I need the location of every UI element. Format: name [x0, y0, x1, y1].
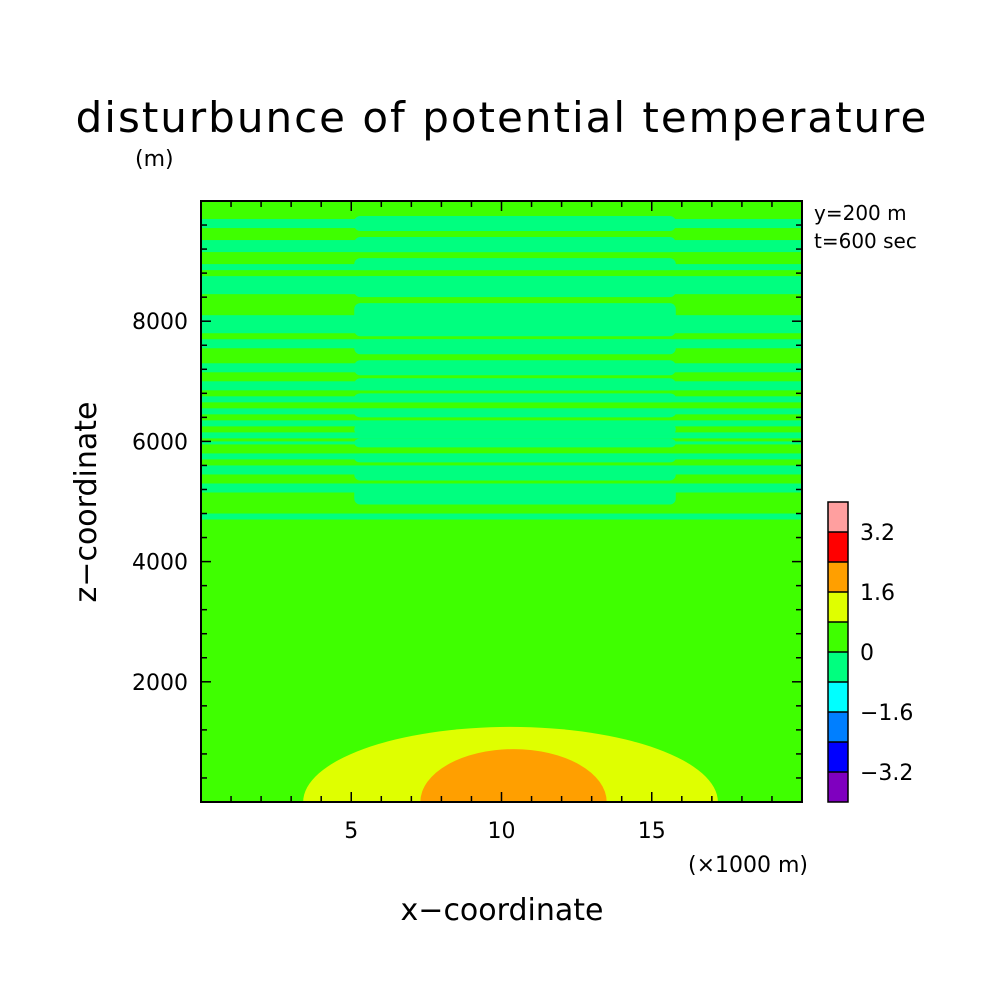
colorbar-swatch-5	[828, 622, 848, 652]
x-axis-unit: (×1000 m)	[688, 853, 808, 878]
negative-band-outer-0	[201, 513, 802, 520]
negative-band-inner-13	[354, 237, 676, 253]
colorbar-label: −1.6	[860, 701, 913, 726]
y-tick-label: 2000	[132, 671, 188, 696]
y-tick-label: 6000	[132, 430, 188, 455]
annotation-group: y=200 m t=600 sec	[814, 201, 917, 253]
contour-region-1	[420, 749, 607, 802]
chart-subtitle: (m)	[135, 147, 174, 172]
annotation-y: y=200 m	[814, 201, 907, 225]
negative-band-inner-14	[354, 216, 676, 232]
negative-band-outer-5	[201, 432, 802, 439]
colorbar-label: 1.6	[860, 581, 895, 606]
colorbar-swatch-1	[828, 742, 848, 772]
colorbar-swatch-9	[828, 502, 848, 532]
y-tick-label: 8000	[132, 310, 188, 335]
negative-band-inner-11	[354, 276, 676, 298]
axis-ticks	[201, 201, 802, 802]
negative-band-inner-7	[354, 378, 676, 391]
colorbar-swatch-7	[828, 562, 848, 592]
negative-band-inner-4	[354, 423, 676, 436]
colorbar-label: −3.2	[860, 761, 913, 786]
axis-tick-labels: 5 10 15 2000 4000 6000 8000	[132, 310, 666, 844]
x-tick-label: 15	[638, 819, 666, 844]
colorbar-swatch-2	[828, 712, 848, 742]
colorbar-swatch-6	[828, 592, 848, 622]
negative-band-inner-1	[354, 468, 676, 481]
x-tick-label: 10	[488, 819, 516, 844]
chart-title: disturbunce of potential temperature	[76, 93, 929, 142]
colorbar: −3.2 −1.6 0 1.6 3.2	[827, 501, 913, 803]
x-axis-label: x−coordinate	[401, 893, 604, 928]
negative-band-inner-8	[354, 360, 676, 376]
negative-band-inner-0	[354, 486, 676, 505]
colorbar-swatch-3	[828, 682, 848, 712]
negative-band-inner-5	[354, 408, 676, 418]
colorbar-swatch-4	[828, 652, 848, 682]
annotation-t: t=600 sec	[814, 229, 917, 253]
plot-area	[201, 201, 802, 802]
negative-band-inner-9	[354, 339, 676, 355]
colorbar-swatch-0	[828, 772, 848, 802]
y-axis-label: z−coordinate	[69, 402, 104, 603]
y-tick-label: 4000	[132, 551, 188, 576]
colorbar-label: 0	[860, 641, 874, 666]
negative-band-inner-6	[354, 393, 676, 403]
x-tick-label: 5	[344, 819, 358, 844]
negative-band-inner-2	[354, 453, 676, 463]
negative-band-inner-10	[354, 303, 676, 337]
negative-band-inner-12	[354, 258, 676, 271]
negative-band-inner-3	[354, 438, 676, 448]
colorbar-swatch-8	[828, 532, 848, 562]
colorbar-label: 3.2	[860, 521, 895, 546]
